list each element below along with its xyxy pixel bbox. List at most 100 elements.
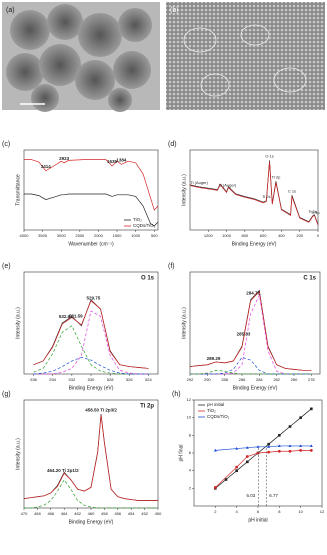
x-tick-label: 450	[155, 511, 162, 516]
x-tick-label: 470	[21, 511, 28, 516]
x-tick-label: 456	[114, 511, 121, 516]
point	[309, 448, 313, 452]
plot-frame	[23, 399, 159, 509]
point	[246, 460, 249, 464]
x-tick-label: 12	[320, 509, 325, 514]
x-tick-label: 284	[256, 377, 263, 382]
peak-label: 1635	[107, 159, 118, 164]
series-line	[215, 408, 312, 489]
x-tick-label: 4000	[20, 233, 30, 238]
annotation: Ti 2s	[262, 194, 271, 199]
panel-title: O 1s	[141, 276, 155, 282]
tem-image-a: (a)	[2, 2, 160, 112]
x-tick-label: 290	[204, 377, 211, 382]
panel-label: (e)	[2, 263, 11, 270]
y-axis-label: Transmittance	[15, 174, 21, 206]
plot-frame	[189, 149, 319, 231]
point	[235, 446, 239, 450]
marker-label: 6.03	[247, 493, 256, 498]
series-line	[189, 161, 319, 226]
x-tick-label: 2500	[75, 233, 85, 238]
x-tick-label: 526	[126, 377, 133, 382]
point	[288, 449, 292, 453]
point	[277, 444, 281, 448]
legend-label: CQDs/TiO₂	[133, 223, 156, 228]
x-tick-label: 454	[128, 511, 135, 516]
point	[310, 407, 313, 411]
panel-label: (f)	[168, 263, 175, 270]
series-line	[23, 414, 158, 501]
series-line	[33, 356, 149, 375]
x-tick-label: 2000	[94, 233, 104, 238]
x-tick-label: 524	[145, 377, 152, 382]
series-line	[189, 290, 312, 371]
point	[277, 449, 281, 453]
peak-label: 529.75	[87, 295, 101, 300]
legend-label: TiO₂	[133, 217, 142, 222]
x-axis-label: Binding Energy (eV)	[69, 385, 114, 391]
point	[288, 425, 292, 428]
x-tick-label: 1200	[204, 233, 214, 238]
point	[267, 445, 271, 448]
x-tick-label: 0	[317, 233, 320, 238]
x-tick-label: 452	[141, 511, 148, 516]
y-tick-label: 2	[189, 485, 192, 490]
x-tick-label: 532	[69, 377, 76, 382]
annotation: Ti (Auger)	[190, 180, 208, 185]
x-tick-label: 282	[273, 377, 280, 382]
point	[245, 455, 249, 458]
x-tick-label: 462	[74, 511, 81, 516]
point	[309, 444, 313, 448]
series-line	[190, 356, 312, 375]
x-tick-label: 8	[278, 509, 281, 514]
peak-label: 284.71	[246, 290, 260, 295]
point	[299, 448, 303, 452]
point	[278, 434, 281, 437]
x-tick-label: 278	[308, 377, 315, 382]
series-line	[33, 300, 149, 369]
plot-frame	[23, 271, 159, 375]
point	[245, 446, 249, 449]
x-tick-label: 400	[278, 233, 285, 238]
x-axis-label: Wavenumber (cm⁻¹)	[68, 241, 114, 247]
legend-label: TiO₂	[207, 408, 216, 413]
y-tick-label: 8	[189, 432, 192, 437]
y-axis-label: Intensity (a.u.)	[15, 438, 21, 470]
x-tick-label: 528	[107, 377, 114, 382]
peak-label: 2923	[59, 156, 70, 161]
marker-label: 6.77	[269, 493, 278, 498]
panel-title: Ti 2p	[140, 404, 154, 410]
x-tick-label: 468	[34, 511, 41, 516]
x-tick-label: 3000	[57, 233, 67, 238]
x-tick-label: 600	[260, 233, 267, 238]
peak-label: 531.59	[69, 313, 83, 318]
x-tick-label: 280	[291, 377, 298, 382]
point	[299, 444, 303, 448]
peak-label: 3414	[41, 164, 52, 169]
y-axis-label: pH final	[178, 445, 184, 462]
x-tick-label: 1500	[113, 233, 123, 238]
y-tick-label: 10	[187, 415, 192, 420]
x-tick-label: 1000	[131, 233, 141, 238]
x-tick-label: 464	[61, 511, 68, 516]
peak-label: 464.20 Ti 2p1/2	[47, 468, 79, 473]
plot-frame	[23, 149, 159, 231]
y-axis-label: Intensity (a.u.)	[181, 174, 187, 206]
point	[256, 451, 260, 455]
series-line	[33, 299, 149, 369]
series-line	[24, 479, 158, 509]
x-tick-label: 534	[49, 377, 56, 382]
tem-image-b: (b)	[166, 2, 325, 110]
peak-label: 1384	[116, 158, 127, 163]
panel-label: (d)	[168, 141, 177, 148]
y-axis-label: Intensity (a.u.)	[15, 307, 21, 339]
y-tick-label: 12	[187, 397, 192, 402]
x-tick-label: 458	[101, 511, 108, 516]
legend-label: CQDs/TiO₂	[207, 414, 230, 419]
annotation: O 1s	[265, 153, 273, 158]
legend-label: pH initial	[207, 402, 224, 407]
x-axis-label: pH initial	[248, 517, 267, 523]
series-line	[190, 293, 312, 375]
peak-label: 458.50 Ti 2p3/2	[85, 407, 117, 412]
